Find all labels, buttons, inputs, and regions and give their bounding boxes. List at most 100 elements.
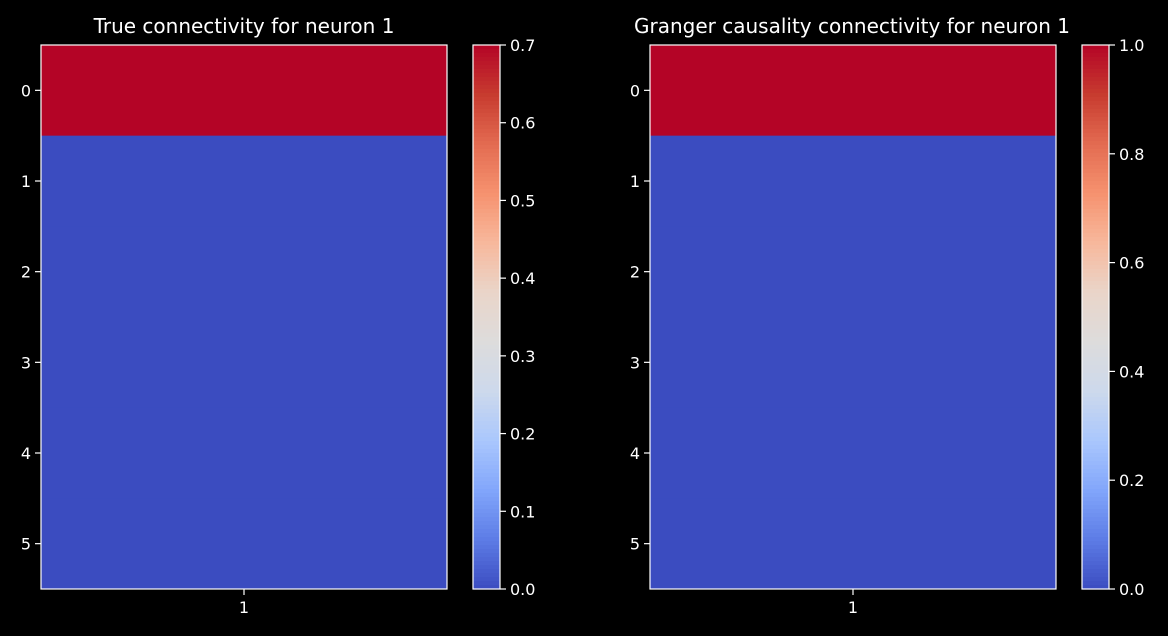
colorbar-segment xyxy=(1082,217,1109,222)
colorbar-segment xyxy=(1082,429,1109,434)
colorbar-segment xyxy=(473,269,500,274)
colorbar-segment xyxy=(1082,585,1109,590)
colorbar-segment xyxy=(473,129,500,134)
colorbar-segment xyxy=(473,373,500,378)
colorbar-segment xyxy=(473,213,500,218)
colorbar-segment xyxy=(1082,121,1109,126)
heatmap-cell xyxy=(41,407,448,499)
heatmap-cell xyxy=(650,45,1057,137)
colorbar-segment xyxy=(473,417,500,422)
colorbar-segment xyxy=(473,497,500,502)
colorbar-segment xyxy=(473,121,500,126)
colorbar-segment xyxy=(1082,57,1109,62)
y-tick-label: 4 xyxy=(21,444,31,463)
colorbar-segment xyxy=(473,469,500,474)
colorbar-segment xyxy=(473,61,500,66)
colorbar-segment xyxy=(473,261,500,266)
colorbar-segment xyxy=(473,337,500,342)
colorbar-segment xyxy=(473,545,500,550)
colorbar-segment xyxy=(1082,381,1109,386)
colorbar-tick-label: 1.0 xyxy=(1119,36,1144,55)
colorbar-segment xyxy=(1082,169,1109,174)
colorbar-segment xyxy=(1082,365,1109,370)
colorbar-segment xyxy=(1082,245,1109,250)
colorbar-segment xyxy=(1082,49,1109,54)
x-axis: 1 xyxy=(848,589,858,617)
colorbar-segment xyxy=(473,205,500,210)
colorbar-segment xyxy=(473,301,500,306)
colorbar-segment xyxy=(473,349,500,354)
colorbar-segment xyxy=(473,457,500,462)
colorbar-segment xyxy=(1082,393,1109,398)
colorbar-segment xyxy=(473,197,500,202)
colorbar-segment xyxy=(473,561,500,566)
colorbar-segment xyxy=(1082,53,1109,58)
colorbar-segment xyxy=(1082,197,1109,202)
colorbar-segment xyxy=(473,441,500,446)
y-axis: 0 1 2 3 4 5 xyxy=(630,81,650,554)
colorbar-segment xyxy=(1082,489,1109,494)
colorbar-segment xyxy=(1082,461,1109,466)
colorbar-tick-label: 0.6 xyxy=(1119,254,1144,273)
colorbar-segment xyxy=(1082,101,1109,106)
colorbar-segment xyxy=(473,449,500,454)
chart-title: True connectivity for neuron 1 xyxy=(93,14,395,38)
colorbar-segment xyxy=(1082,453,1109,458)
colorbar-segment xyxy=(1082,73,1109,78)
colorbar-segment xyxy=(473,309,500,314)
colorbar-segment xyxy=(473,473,500,478)
colorbar-segment xyxy=(1082,209,1109,214)
colorbar-segment xyxy=(1082,477,1109,482)
colorbar-segment xyxy=(1082,405,1109,410)
colorbar-segment xyxy=(1082,573,1109,578)
colorbar-segment xyxy=(473,97,500,102)
colorbar-segment xyxy=(1082,109,1109,114)
colorbar-segment xyxy=(473,281,500,286)
colorbar-segment xyxy=(473,93,500,98)
colorbar-segment xyxy=(1082,89,1109,94)
colorbar-segment xyxy=(473,353,500,358)
colorbar-segment xyxy=(473,85,500,90)
colorbar-segment xyxy=(473,73,500,78)
colorbar-segment xyxy=(1082,233,1109,238)
y-tick-label: 2 xyxy=(630,263,640,282)
colorbar-segment xyxy=(1082,389,1109,394)
colorbar-segment xyxy=(1082,221,1109,226)
colorbar-segment xyxy=(473,481,500,486)
y-tick-label: 5 xyxy=(630,535,640,554)
colorbar-segment xyxy=(473,149,500,154)
colorbar-segment xyxy=(473,429,500,434)
colorbar-segment xyxy=(473,69,500,74)
colorbar-segment xyxy=(1082,501,1109,506)
colorbar-segment xyxy=(473,305,500,310)
colorbar-tick-label: 0.2 xyxy=(510,425,535,444)
colorbar-segment xyxy=(473,89,500,94)
colorbar-segment xyxy=(1082,321,1109,326)
colorbar-segment xyxy=(1082,105,1109,110)
colorbar-segment xyxy=(473,289,500,294)
colorbar-segment xyxy=(473,221,500,226)
colorbar-segment xyxy=(473,385,500,390)
colorbar-segment xyxy=(473,433,500,438)
colorbar-segment xyxy=(473,265,500,270)
heatmap-panel-granger-causality: Granger causality connectivity for neuro… xyxy=(630,14,1145,617)
colorbar-segment xyxy=(473,189,500,194)
colorbar-tick-label: 0.1 xyxy=(510,502,535,521)
colorbar-segment xyxy=(473,185,500,190)
colorbar-segment xyxy=(1082,205,1109,210)
colorbar-segment xyxy=(473,529,500,534)
colorbar-segment xyxy=(473,157,500,162)
heatmap-cells xyxy=(650,45,1057,590)
colorbar-segment xyxy=(473,489,500,494)
colorbar-segment xyxy=(473,517,500,522)
colorbar-segment xyxy=(473,165,500,170)
colorbar-segment xyxy=(1082,69,1109,74)
colorbar-frame xyxy=(1081,44,1110,590)
colorbar-tick-label: 0.7 xyxy=(510,36,535,55)
x-tick-label: 1 xyxy=(239,598,249,617)
colorbar-segment xyxy=(473,557,500,562)
colorbar-segment xyxy=(473,573,500,578)
colorbar-segment xyxy=(1082,481,1109,486)
colorbar-segment xyxy=(1082,129,1109,134)
